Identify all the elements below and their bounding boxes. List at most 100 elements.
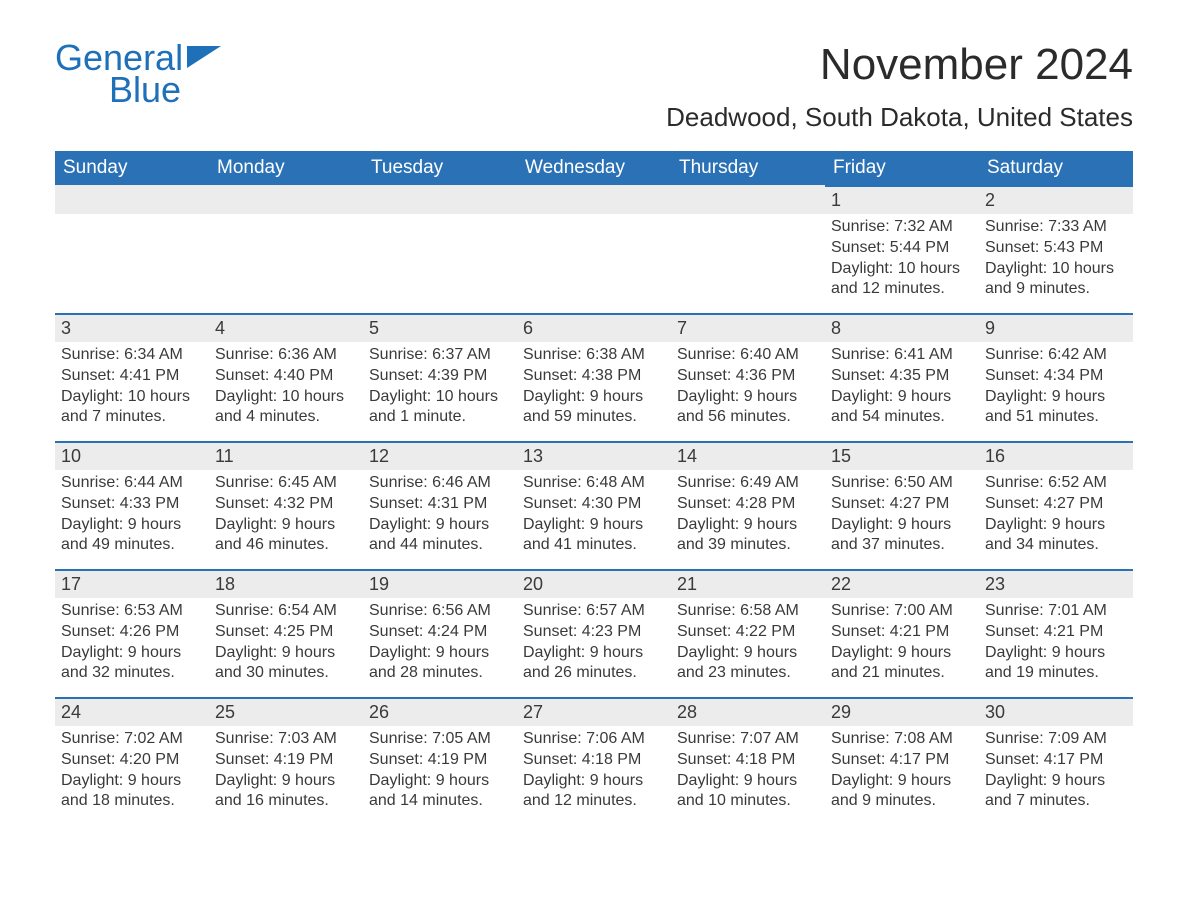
day-body: Sunrise: 7:32 AMSunset: 5:44 PMDaylight:… <box>825 214 979 306</box>
day-number: 13 <box>517 441 671 470</box>
daylight-line: Daylight: 9 hours and 39 minutes. <box>677 515 819 557</box>
sunrise-line: Sunrise: 6:38 AM <box>523 345 665 366</box>
sunset-line: Sunset: 4:24 PM <box>369 622 511 643</box>
day-body: Sunrise: 6:48 AMSunset: 4:30 PMDaylight:… <box>517 470 671 562</box>
day-number: 21 <box>671 569 825 598</box>
sunrise-line: Sunrise: 6:48 AM <box>523 473 665 494</box>
sunset-line: Sunset: 4:41 PM <box>61 366 203 387</box>
sunset-line: Sunset: 5:43 PM <box>985 238 1127 259</box>
daylight-line: Daylight: 10 hours and 1 minute. <box>369 387 511 429</box>
sunrise-line: Sunrise: 6:58 AM <box>677 601 819 622</box>
calendar-cell: 16 Sunrise: 6:52 AMSunset: 4:27 PMDayligh… <box>979 441 1133 569</box>
day-body: Sunrise: 7:08 AMSunset: 4:17 PMDaylight:… <box>825 726 979 818</box>
day-body: Sunrise: 6:46 AMSunset: 4:31 PMDaylight:… <box>363 470 517 562</box>
day-number: 24 <box>55 697 209 726</box>
calendar-cell: 8Sunrise: 6:41 AMSunset: 4:35 PMDaylight… <box>825 313 979 441</box>
calendar-cell: 19Sunrise: 6:56 AMSunset: 4:24 PMDayligh… <box>363 569 517 697</box>
day-body: Sunrise: 7:07 AMSunset: 4:18 PMDaylight:… <box>671 726 825 818</box>
month-title: November 2024 <box>666 40 1133 90</box>
daylight-line: Daylight: 9 hours and 34 minutes. <box>985 515 1127 557</box>
calendar-cell: 29Sunrise: 7:08 AMSunset: 4:17 PMDayligh… <box>825 697 979 825</box>
day-body: Sunrise: 6:58 AMSunset: 4:22 PMDaylight:… <box>671 598 825 690</box>
sunrise-line: Sunrise: 7:01 AM <box>985 601 1127 622</box>
day-number: 27 <box>517 697 671 726</box>
day-number: 18 <box>209 569 363 598</box>
daylight-line: Daylight: 10 hours and 4 minutes. <box>215 387 357 429</box>
calendar-cell: 3Sunrise: 6:34 AMSunset: 4:41 PMDaylight… <box>55 313 209 441</box>
day-number: 10 <box>55 441 209 470</box>
day-number: 22 <box>825 569 979 598</box>
calendar-cell: 12Sunrise: 6:46 AMSunset: 4:31 PMDayligh… <box>363 441 517 569</box>
calendar-week: 10Sunrise: 6:44 AMSunset: 4:33 PMDayligh… <box>55 441 1133 569</box>
day-body: Sunrise: 6:56 AMSunset: 4:24 PMDaylight:… <box>363 598 517 690</box>
calendar-week: 3 Sunrise: 6:34 AMSunset: 4:41 PM Daylight… <box>55 313 1133 441</box>
sunset-line: Sunset: 4:34 PM <box>985 366 1127 387</box>
sunset-line: Sunset: 4:20 PM <box>61 750 203 771</box>
daylight-line: Daylight: 10 hours and 9 minutes. <box>985 259 1127 301</box>
day-number <box>209 185 363 214</box>
logo-text: General Blue <box>55 40 183 108</box>
weekday-header: Monday <box>209 151 363 185</box>
day-number: 30 <box>979 697 1133 726</box>
day-body: Sunrise: 6:57 AMSunset: 4:23 PMDaylight:… <box>517 598 671 690</box>
daylight-line: Daylight: 9 hours and 7 minutes. <box>985 771 1127 813</box>
sunset-line: Sunset: 4:17 PM <box>831 750 973 771</box>
day-number: 15 <box>825 441 979 470</box>
sunset-line: Sunset: 4:21 PM <box>831 622 973 643</box>
sunrise-line: Sunrise: 7:05 AM <box>369 729 511 750</box>
day-body: Sunrise: 6:42 AMSunset: 4:34 PMDaylight:… <box>979 342 1133 434</box>
sunset-line: Sunset: 4:39 PM <box>369 366 511 387</box>
day-number: 8 <box>825 313 979 342</box>
day-body: Sunrise: 7:00 AMSunset: 4:21 PMDaylight:… <box>825 598 979 690</box>
calendar-cell: 1Sunrise: 7:32 AMSunset: 5:44 PMDaylight… <box>825 185 979 313</box>
calendar-cell: 4Sunrise: 6:36 AMSunset: 4:40 PMDaylight… <box>209 313 363 441</box>
sunrise-line: Sunrise: 6:57 AM <box>523 601 665 622</box>
sunset-line: Sunset: 4:25 PM <box>215 622 357 643</box>
sunrise-line: Sunrise: 7:09 AM <box>985 729 1127 750</box>
sunrise-line: Sunrise: 6:46 AM <box>369 473 511 494</box>
sunset-line: Sunset: 4:30 PM <box>523 494 665 515</box>
day-body: Sunrise: 7:09 AMSunset: 4:17 PMDaylight:… <box>979 726 1133 818</box>
calendar-cell: 22Sunrise: 7:00 AMSunset: 4:21 PMDayligh… <box>825 569 979 697</box>
day-number: 28 <box>671 697 825 726</box>
day-number: 19 <box>363 569 517 598</box>
calendar-cell: 11Sunrise: 6:45 AMSunset: 4:32 PMDayligh… <box>209 441 363 569</box>
day-number: 7 <box>671 313 825 342</box>
daylight-line: Daylight: 9 hours and 59 minutes. <box>523 387 665 429</box>
daylight-line: Daylight: 9 hours and 51 minutes. <box>985 387 1127 429</box>
calendar-cell: 5Sunrise: 6:37 AMSunset: 4:39 PMDaylight… <box>363 313 517 441</box>
day-number: 2 <box>979 185 1133 214</box>
weekday-header: Thursday <box>671 151 825 185</box>
day-number: 9 <box>979 313 1133 342</box>
day-number: 20 <box>517 569 671 598</box>
day-number: 16 <box>979 441 1133 470</box>
day-number: 3 <box>55 313 209 342</box>
sunrise-line: Sunrise: 6:37 AM <box>369 345 511 366</box>
daylight-line: Daylight: 10 hours and 12 minutes. <box>831 259 973 301</box>
day-body: Sunrise: 6:36 AMSunset: 4:40 PMDaylight:… <box>209 342 363 434</box>
day-number: 23 <box>979 569 1133 598</box>
calendar-week: 17Sunrise: 6:53 AMSunset: 4:26 PMDayligh… <box>55 569 1133 697</box>
sunset-line: Sunset: 4:28 PM <box>677 494 819 515</box>
day-number: 11 <box>209 441 363 470</box>
day-body: Sunrise: 7:01 AMSunset: 4:21 PMDaylight:… <box>979 598 1133 690</box>
calendar-cell: 26Sunrise: 7:05 AMSunset: 4:19 PMDayligh… <box>363 697 517 825</box>
sunrise-line: Sunrise: 6:41 AM <box>831 345 973 366</box>
day-body: Sunrise: 6:50 AMSunset: 4:27 PMDaylight:… <box>825 470 979 562</box>
day-body: Sunrise: 6:45 AMSunset: 4:32 PMDaylight:… <box>209 470 363 562</box>
sunset-line: Sunset: 4:31 PM <box>369 494 511 515</box>
day-number: 17 <box>55 569 209 598</box>
calendar-cell: 6Sunrise: 6:38 AMSunset: 4:38 PMDaylight… <box>517 313 671 441</box>
sunset-line: Sunset: 4:18 PM <box>677 750 819 771</box>
calendar-cell: 13Sunrise: 6:48 AMSunset: 4:30 PMDayligh… <box>517 441 671 569</box>
daylight-line: Daylight: 9 hours and 21 minutes. <box>831 643 973 685</box>
sunset-line: Sunset: 4:21 PM <box>985 622 1127 643</box>
calendar-body: 1Sunrise: 7:32 AMSunset: 5:44 PMDaylight… <box>55 185 1133 825</box>
sunrise-line: Sunrise: 6:52 AM <box>985 473 1127 494</box>
day-body: Sunrise: 6:49 AMSunset: 4:28 PMDaylight:… <box>671 470 825 562</box>
calendar-cell: 9Sunrise: 6:42 AMSunset: 4:34 PMDaylight… <box>979 313 1133 441</box>
sunset-line: Sunset: 4:27 PM <box>985 494 1127 515</box>
daylight-line: Daylight: 9 hours and 49 minutes. <box>61 515 203 557</box>
sunrise-line: Sunrise: 6:34 AM <box>61 345 203 366</box>
sunrise-line: Sunrise: 6:45 AM <box>215 473 357 494</box>
